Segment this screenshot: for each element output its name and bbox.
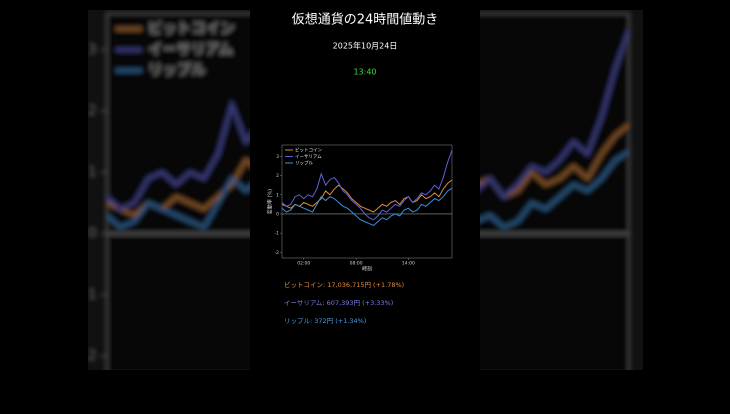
y-tick-label: 1: [276, 192, 279, 198]
y-tick-label: 3: [276, 154, 279, 160]
plot: -2 -1 0 1 2 3 02:00 08:00 14:00 時刻 変動率 (%) ビットコインイー…: [267, 144, 453, 273]
legend-label: ビットコイン: [295, 147, 322, 154]
price-line: イーサリアム: 607,393円 (+3.33%): [284, 299, 393, 307]
y-tick-label: 0: [276, 211, 279, 217]
x-tick-label: 14:00: [402, 261, 415, 267]
legend-label: リップル: [295, 161, 313, 167]
x-tick-label: 08:00: [350, 261, 363, 267]
y-axis-label: 変動率 (%): [267, 189, 274, 214]
y-tick-label: -1: [275, 231, 280, 237]
series-line: [281, 179, 453, 213]
legend-label: イーサリアム: [295, 154, 322, 160]
plot-frame: [281, 144, 453, 259]
y-tick-label: 2: [276, 173, 279, 179]
price-line: リップル: 372円 (+1.34%): [284, 317, 366, 325]
x-tick-label: 02:00: [297, 261, 310, 267]
y-tick-label: -2: [275, 250, 280, 256]
series-line: [281, 187, 453, 227]
x-axis-label: 時刻: [362, 266, 372, 273]
price-line: ビットコイン: 17,036,715円 (+1.78%): [284, 280, 404, 289]
time: 13:40: [353, 68, 376, 77]
summary: ビットコイン: 17,036,715円 (+1.78%) イーサリアム: 607,…: [284, 280, 404, 325]
date: 2025年10月24日: [333, 41, 398, 51]
series-line: [281, 150, 453, 221]
title: 仮想通貨の24時間値動き: [292, 12, 439, 28]
